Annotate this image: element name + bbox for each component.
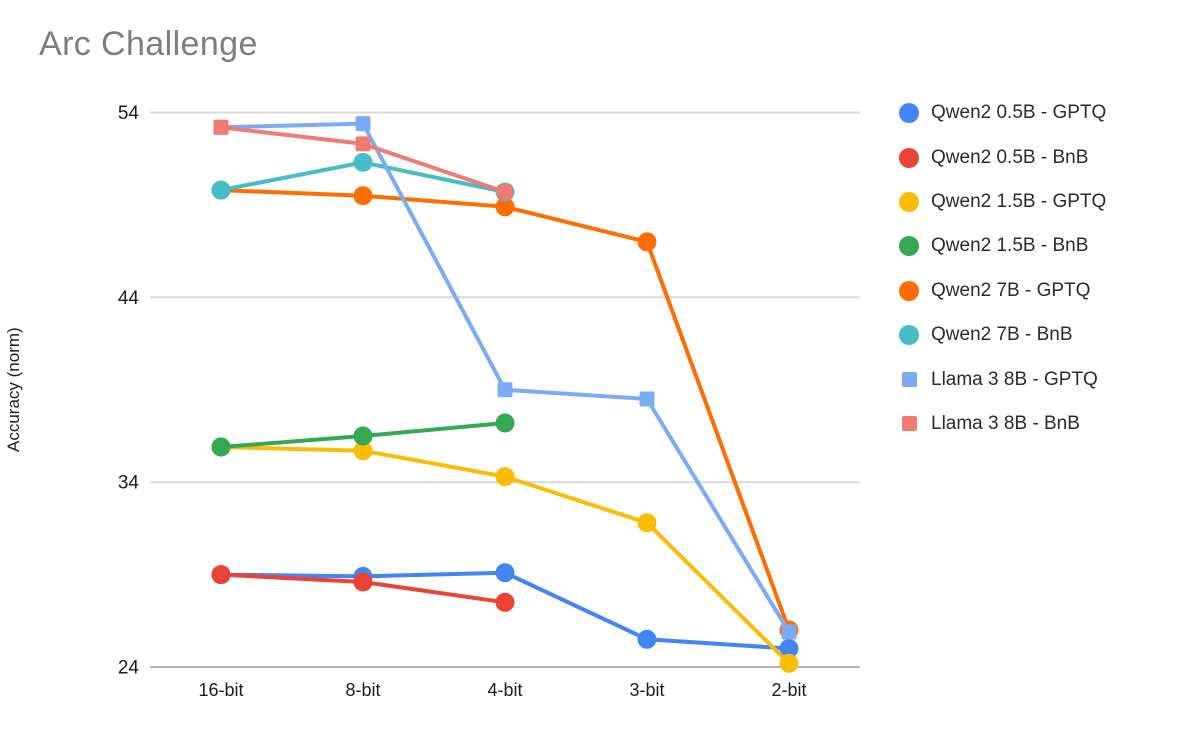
data-point: [637, 629, 657, 649]
data-point: [779, 653, 799, 673]
data-point: [211, 180, 231, 200]
data-point: [497, 382, 513, 398]
series-llama-3-8b-bnb: [213, 119, 513, 200]
circle-marker-icon: [899, 191, 919, 212]
data-point: [781, 624, 797, 640]
legend-marker: [899, 370, 919, 390]
legend-marker: [899, 414, 919, 434]
series-qwen2-1-5b-gptq: [211, 437, 799, 673]
circle-marker-icon: [899, 236, 919, 257]
data-point: [213, 119, 229, 135]
legend-marker: [899, 236, 919, 257]
circle-marker-icon: [899, 325, 919, 346]
legend-item: Qwen2 0.5B - GPTQ: [899, 91, 1106, 135]
data-point: [495, 197, 515, 217]
legend-marker: [899, 191, 919, 212]
data-point: [495, 563, 515, 583]
circle-marker-icon: [899, 103, 919, 124]
x-tick-label: 3-bit: [629, 680, 664, 700]
circle-marker-icon: [899, 280, 919, 301]
legend-item: Qwen2 0.5B - BnB: [899, 135, 1106, 179]
legend-item: Qwen2 1.5B - BnB: [899, 224, 1106, 268]
legend-marker: [899, 325, 919, 346]
series-qwen2-1-5b-bnb: [211, 413, 515, 457]
data-point: [353, 441, 373, 461]
legend-item: Qwen2 1.5B - GPTQ: [899, 180, 1106, 224]
y-tick-label: 24: [118, 658, 140, 679]
data-point: [355, 136, 371, 152]
data-point: [353, 186, 373, 206]
x-tick-label: 8-bit: [345, 680, 380, 700]
square-marker-icon: [901, 416, 917, 432]
legend-label: Qwen2 7B - BnB: [931, 324, 1073, 346]
x-axis-labels: 16-bit 8-bit 4-bit 3-bit 2-bit: [198, 680, 806, 700]
data-point: [637, 513, 657, 533]
legend-label: Qwen2 1.5B - BnB: [931, 235, 1089, 257]
data-point: [495, 413, 515, 433]
legend-item: Llama 3 8B - GPTQ: [899, 357, 1106, 401]
circle-marker-icon: [899, 147, 919, 168]
data-point: [353, 572, 373, 592]
x-tick-label: 4-bit: [487, 680, 522, 700]
data-point: [353, 152, 373, 172]
square-marker-icon: [901, 372, 917, 388]
legend-marker: [899, 280, 919, 301]
series-qwen2-0-5b-bnb: [211, 565, 515, 612]
legend-label: Qwen2 0.5B - GPTQ: [931, 102, 1107, 124]
data-point: [355, 116, 371, 132]
legend-label: Llama 3 8B - BnB: [931, 412, 1080, 434]
data-point: [211, 437, 231, 457]
y-tick-label: 44: [118, 288, 140, 309]
legend-marker: [899, 147, 919, 168]
y-tick-label: 54: [118, 103, 140, 124]
data-point: [495, 467, 515, 487]
data-point: [639, 391, 655, 407]
data-point: [637, 232, 657, 252]
data-point: [497, 184, 513, 200]
legend-label: Qwen2 0.5B - BnB: [931, 146, 1089, 168]
y-tick-label: 34: [118, 473, 140, 494]
legend-item: Qwen2 7B - BnB: [899, 313, 1106, 357]
x-tick-label: 16-bit: [198, 680, 243, 700]
legend-label: Qwen2 7B - GPTQ: [931, 279, 1091, 301]
series-qwen2-7b-bnb: [211, 152, 515, 202]
data-point: [495, 592, 515, 612]
legend-label: Qwen2 1.5B - GPTQ: [931, 190, 1107, 212]
legend-item: Llama 3 8B - BnB: [899, 402, 1106, 446]
legend-item: Qwen2 7B - GPTQ: [899, 269, 1106, 313]
x-tick-label: 2-bit: [771, 680, 806, 700]
data-point: [779, 639, 799, 658]
chart-legend: Qwen2 0.5B - GPTQ Qwen2 0.5B - BnB Qwen2 1…: [899, 91, 1106, 446]
legend-marker: [899, 103, 919, 124]
data-point: [353, 426, 373, 446]
legend-label: Llama 3 8B - GPTQ: [931, 368, 1098, 390]
chart-title: Arc Challenge: [39, 25, 258, 63]
data-point: [211, 565, 231, 585]
